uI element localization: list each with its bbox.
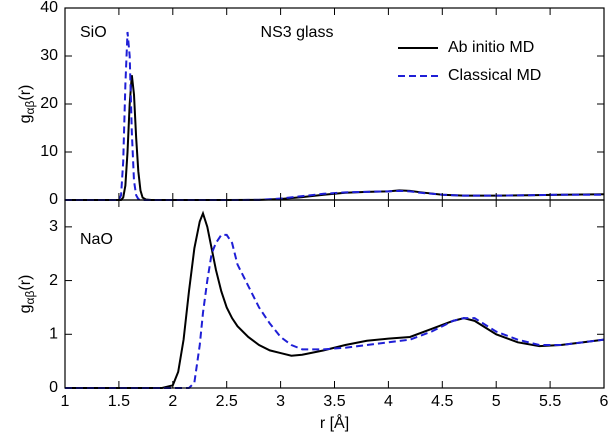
y-tick-label: 2 xyxy=(49,272,58,289)
x-tick-label: 1 xyxy=(61,393,70,410)
annotation: NaO xyxy=(80,231,113,248)
y-label-sub: αβ xyxy=(23,291,37,305)
y-axis-label: gαβ(r) xyxy=(17,275,37,314)
legend-label: Ab initio MD xyxy=(448,39,534,56)
x-tick-label: 1.5 xyxy=(108,393,130,410)
x-tick-label: 3.5 xyxy=(323,393,345,410)
y-tick-label: 0 xyxy=(49,379,58,396)
x-tick-label: 6 xyxy=(600,393,609,410)
y-tick-label: 3 xyxy=(49,218,58,235)
plot-frame xyxy=(64,7,605,201)
y-tick-label: 40 xyxy=(40,0,58,16)
x-tick-label: 2 xyxy=(168,393,177,410)
y-tick-label: 10 xyxy=(40,143,58,160)
y-label-tail: (r) xyxy=(17,275,34,291)
annotation: SiO xyxy=(80,24,107,41)
data-line xyxy=(65,233,605,389)
x-tick-label: 4.5 xyxy=(431,393,453,410)
data-line xyxy=(65,31,604,201)
y-tick-label: 0 xyxy=(49,191,58,208)
x-tick-label: 4 xyxy=(384,393,393,410)
legend-label: Classical MD xyxy=(448,67,541,84)
y-tick-label: 1 xyxy=(49,326,58,343)
y-axis-label: gαβ(r) xyxy=(17,85,37,124)
y-tick-label: 20 xyxy=(40,95,58,112)
y-tick-label: 30 xyxy=(40,47,58,64)
plot-frame xyxy=(64,199,605,389)
x-axis-label: r [Å] xyxy=(320,413,349,432)
x-tick-label: 5 xyxy=(492,393,501,410)
x-tick-label: 5.5 xyxy=(539,393,561,410)
y-label-main: g xyxy=(17,304,34,313)
data-line xyxy=(65,75,605,201)
annotation: NS3 glass xyxy=(261,24,334,41)
data-line xyxy=(65,210,605,389)
y-label-main: g xyxy=(17,114,34,123)
x-tick-label: 2.5 xyxy=(216,393,238,410)
y-label-tail: (r) xyxy=(17,85,34,101)
x-tick-label: 3 xyxy=(276,393,285,410)
y-label-sub: αβ xyxy=(23,101,37,115)
